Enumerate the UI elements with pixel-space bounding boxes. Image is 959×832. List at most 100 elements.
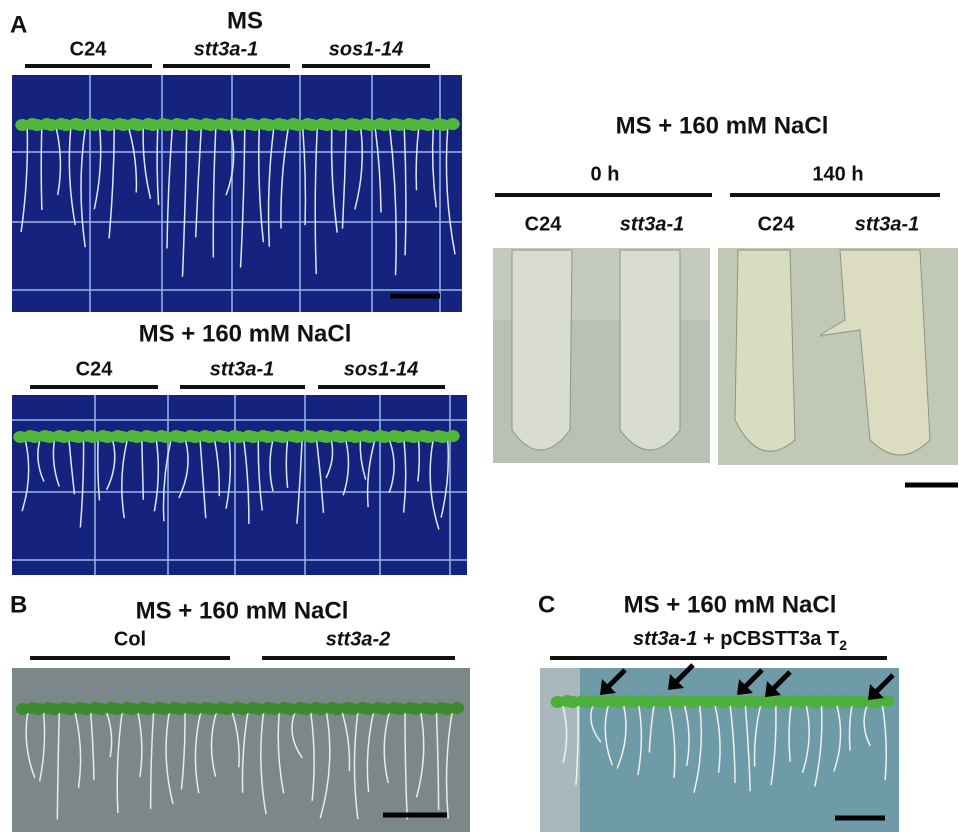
root [128, 127, 138, 193]
root [137, 711, 143, 778]
root [156, 127, 160, 206]
genotype-label: stt3a-1 [855, 213, 919, 235]
arrow-head [668, 674, 684, 690]
genotype-label: stt3a-1 [194, 38, 258, 60]
root [225, 127, 235, 196]
arrow [604, 668, 627, 691]
root [199, 439, 207, 519]
leaf [445, 118, 460, 130]
root [435, 711, 440, 810]
micro-title: MS + 160 mM NaCl [616, 112, 829, 139]
micrograph [493, 248, 958, 465]
root [105, 439, 116, 491]
root [302, 127, 307, 226]
root [445, 127, 456, 255]
root [366, 711, 375, 792]
root [108, 127, 115, 239]
root [68, 127, 76, 226]
root [637, 704, 643, 775]
genotype-label: sos1-14 [344, 358, 419, 380]
genotype-label: stt3a-1 [620, 213, 684, 235]
root [341, 127, 347, 229]
root [648, 704, 655, 753]
root [616, 704, 627, 769]
genotype-label: C24 [76, 358, 114, 380]
root [863, 704, 871, 747]
root [162, 439, 172, 522]
root [296, 439, 303, 524]
arrow [769, 670, 792, 693]
root [105, 711, 113, 758]
genotype-label: C24 [70, 38, 108, 60]
root [833, 704, 842, 772]
root [770, 704, 777, 786]
root [165, 711, 174, 804]
arrows [600, 663, 895, 700]
root [848, 704, 853, 751]
root [389, 127, 397, 276]
panel-letter: A [10, 11, 27, 38]
root [342, 439, 350, 496]
root [429, 439, 440, 530]
root [267, 127, 275, 247]
root [683, 704, 690, 767]
root [194, 711, 202, 794]
root [354, 127, 364, 210]
root [243, 439, 250, 524]
root [415, 711, 425, 798]
root [801, 704, 810, 773]
root [353, 711, 359, 820]
root [178, 439, 189, 499]
arrow [872, 673, 895, 696]
root [402, 439, 407, 513]
root [89, 711, 95, 780]
root [366, 439, 376, 508]
root [341, 711, 351, 772]
root [239, 127, 246, 268]
root [285, 439, 289, 489]
time-label: 140 h [812, 163, 863, 185]
root [417, 439, 421, 482]
label-italic: stt3a-1 [633, 628, 697, 650]
root [561, 704, 568, 764]
root [241, 711, 249, 793]
root [258, 127, 265, 243]
root [79, 439, 85, 528]
root [668, 704, 676, 779]
genotype-label: C24 [525, 213, 563, 235]
root [319, 711, 331, 819]
leaf [445, 430, 460, 442]
root [330, 127, 338, 233]
leaf [450, 702, 465, 714]
root [309, 711, 315, 801]
root [431, 127, 437, 208]
root [55, 127, 62, 196]
root [80, 127, 86, 248]
transgenic-label: stt3a-1 + pCBSTT3a T2 [633, 628, 847, 652]
root [403, 127, 407, 256]
root [141, 439, 145, 500]
arrow [741, 668, 764, 691]
root [729, 704, 736, 783]
root [604, 704, 614, 766]
root [291, 711, 303, 759]
root [212, 127, 217, 258]
plate-title: MS [227, 7, 263, 34]
root [590, 704, 602, 743]
arrow-head [600, 679, 616, 695]
root [753, 704, 762, 767]
plate-title: MS + 160 mM NaCl [136, 597, 349, 624]
arrow-head [737, 679, 753, 695]
plate-title: MS + 160 mM NaCl [139, 320, 352, 347]
genotype-label: Col [114, 628, 146, 650]
root [210, 711, 218, 777]
root [121, 439, 128, 519]
root [415, 127, 420, 191]
root [52, 439, 60, 487]
root [194, 127, 202, 238]
arrow-head [765, 681, 781, 697]
root [37, 439, 45, 482]
root [257, 439, 263, 511]
root [225, 439, 232, 509]
root [260, 711, 267, 815]
